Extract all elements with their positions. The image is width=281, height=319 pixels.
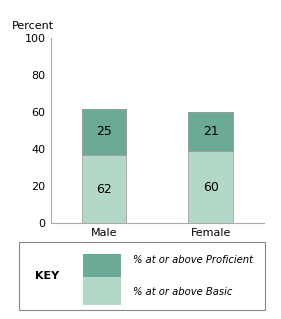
- Text: % at or above Basic: % at or above Basic: [133, 287, 233, 297]
- FancyBboxPatch shape: [83, 254, 121, 278]
- FancyBboxPatch shape: [83, 278, 121, 305]
- Text: 25: 25: [96, 125, 112, 138]
- Text: KEY: KEY: [35, 271, 59, 281]
- Bar: [188, 112, 233, 223]
- Text: 62: 62: [96, 182, 112, 196]
- Bar: [188, 112, 233, 151]
- Text: 21: 21: [203, 125, 219, 138]
- Text: % at or above Proficient: % at or above Proficient: [133, 255, 253, 265]
- Bar: [81, 108, 126, 223]
- Bar: [81, 108, 126, 155]
- FancyBboxPatch shape: [19, 242, 265, 310]
- Text: Percent: Percent: [12, 21, 54, 31]
- Text: 60: 60: [203, 181, 219, 194]
